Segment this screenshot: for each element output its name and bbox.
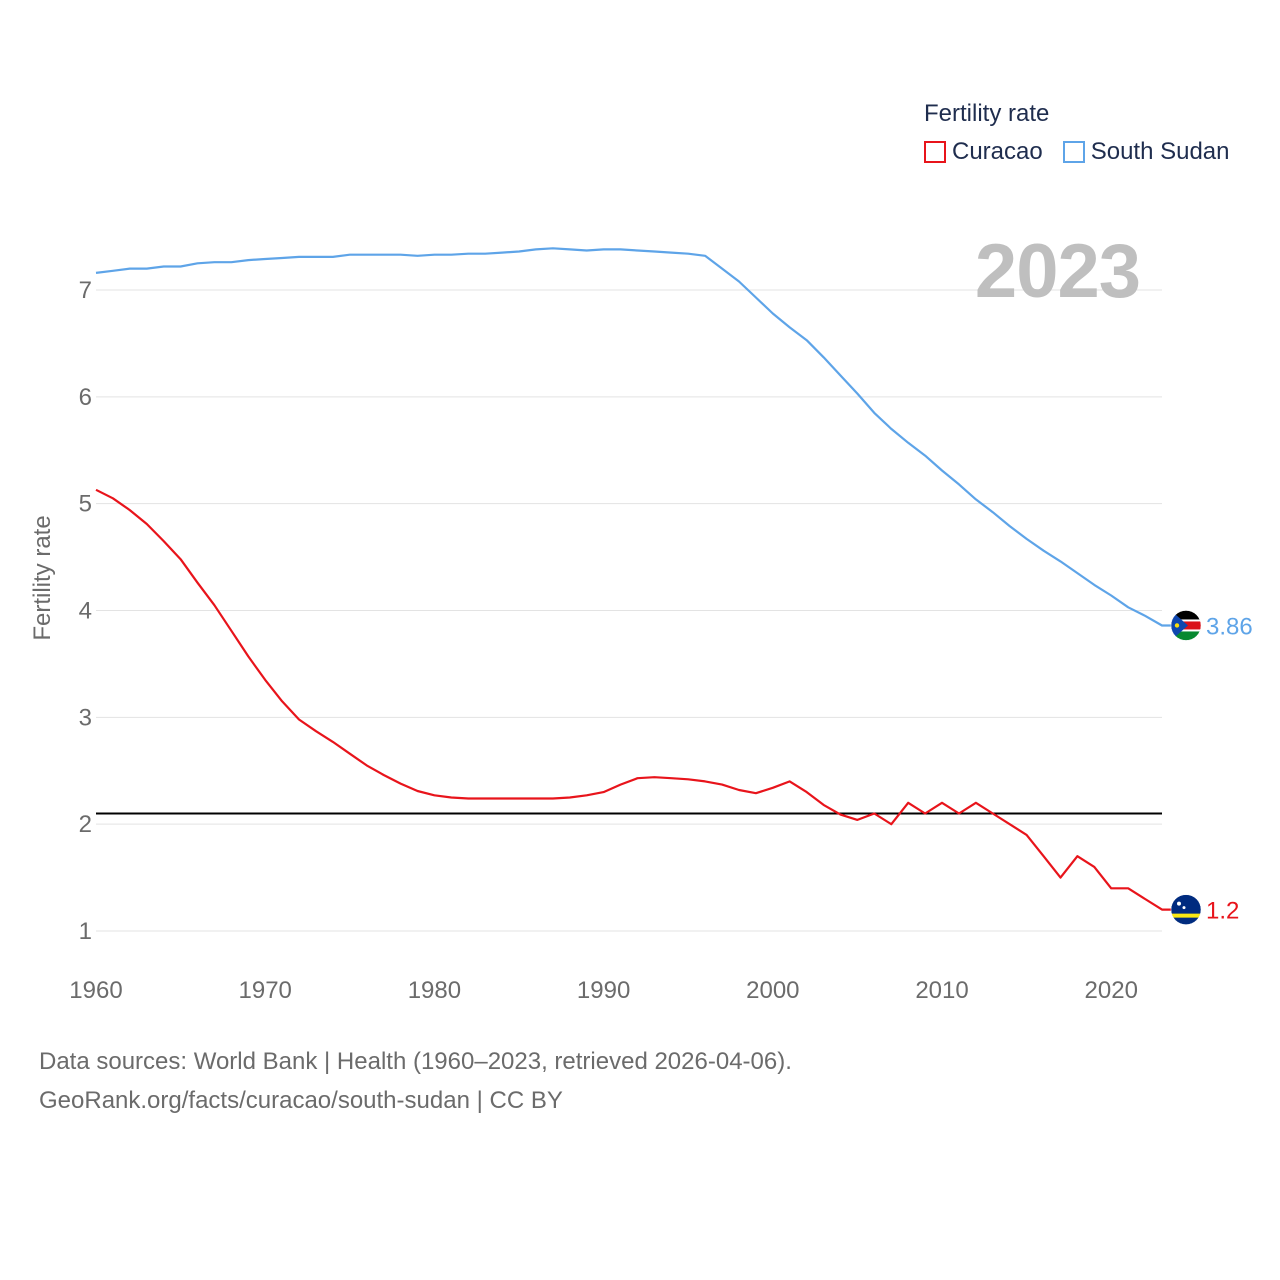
south-sudan-flag-icon [1170, 610, 1202, 641]
x-tick-label: 2010 [915, 977, 968, 1004]
legend-title: Fertility rate [924, 100, 1050, 127]
legend-label-south-sudan: South Sudan [1090, 138, 1230, 165]
y-tick-label: 6 [79, 384, 92, 411]
footer: Data sources: World Bank | Health (1960–… [39, 1042, 792, 1120]
x-tick-label: 1960 [69, 977, 122, 1004]
y-tick-label: 7 [79, 277, 92, 304]
y-tick-label: 5 [79, 491, 92, 518]
series-line-south-sudan [95, 247, 1186, 627]
y-tick-label: 1 [79, 918, 92, 945]
legend-label-curacao: Curacao [952, 138, 1043, 165]
series-line-curacao [95, 488, 1186, 911]
y-axis-ticks: 1 2 3 4 5 6 7 [79, 277, 92, 945]
legend-swatch-south-sudan [1062, 141, 1085, 163]
legend-swatch-curacao [924, 141, 946, 163]
x-tick-label: 1980 [408, 977, 461, 1004]
series-end-markers: 1.2 3.86 [1170, 610, 1253, 925]
x-tick-label: 2020 [1085, 977, 1138, 1004]
curacao-flag-icon [1170, 894, 1202, 925]
legend-item-south-sudan[interactable]: South Sudan [1062, 138, 1230, 166]
x-tick-label: 2000 [746, 977, 799, 1004]
footer-sources: Data sources: World Bank | Health (1960–… [39, 1048, 792, 1075]
series-lines [95, 247, 1186, 911]
x-tick-label: 1990 [577, 977, 630, 1004]
y-tick-label: 2 [79, 811, 92, 838]
x-tick-label: 1970 [239, 977, 292, 1004]
year-label: 2023 [974, 229, 1141, 314]
legend: Fertility rate Curacao South Sudan [924, 100, 1230, 166]
y-axis-label: Fertility rate [29, 515, 56, 640]
x-axis-ticks: 1960 1970 1980 1990 2000 2010 2020 [69, 977, 1138, 1004]
legend-item-curacao[interactable]: Curacao [924, 138, 1043, 166]
end-value-label-south-sudan: 3.86 [1206, 613, 1253, 640]
y-tick-label: 3 [79, 704, 92, 731]
y-tick-label: 4 [79, 598, 92, 625]
gridlines [96, 289, 1162, 932]
end-value-label-curacao: 1.2 [1206, 898, 1239, 925]
footer-link[interactable]: GeoRank.org/facts/curacao/south-sudan | … [39, 1087, 563, 1114]
